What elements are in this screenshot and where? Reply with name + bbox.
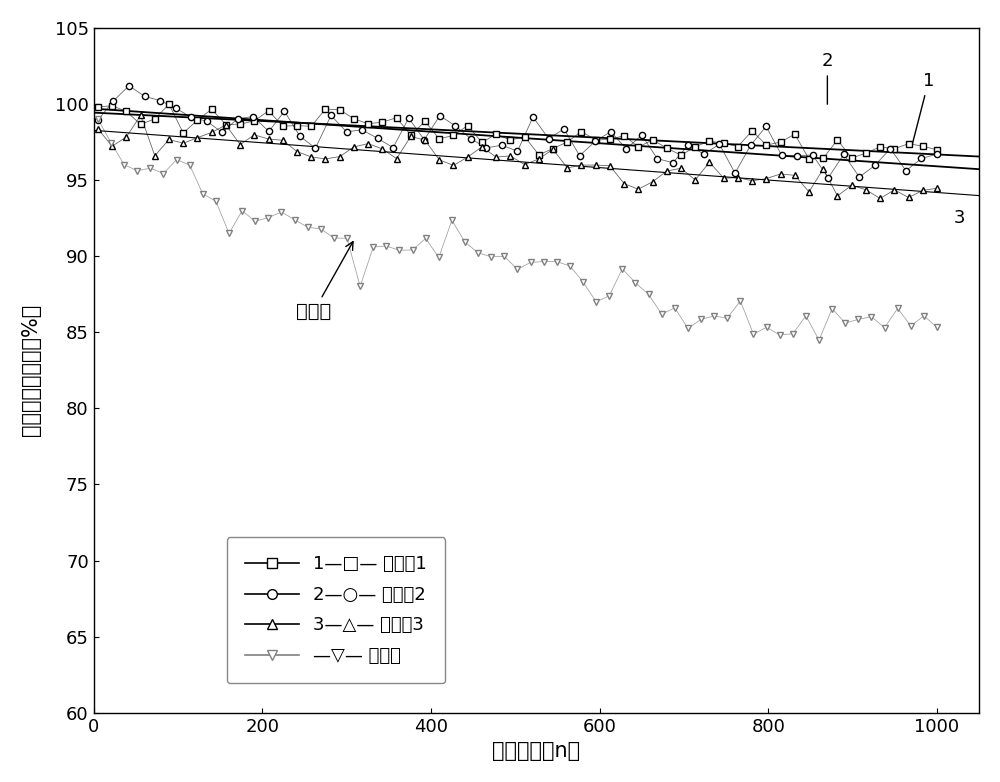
Text: 3: 3 bbox=[954, 209, 965, 227]
Text: 2: 2 bbox=[822, 52, 833, 104]
Y-axis label: 放电容量保持率（%）: 放电容量保持率（%） bbox=[21, 304, 41, 436]
X-axis label: 循环次数（n）: 循环次数（n） bbox=[492, 741, 580, 761]
Legend: 1—□— 实施例1, 2—○— 实施例2, 3—△— 实施例3, —▽— 对比例: 1—□— 实施例1, 2—○— 实施例2, 3—△— 实施例3, —▽— 对比例 bbox=[227, 537, 445, 683]
Text: 1: 1 bbox=[912, 72, 934, 144]
Text: 对比例: 对比例 bbox=[296, 242, 353, 321]
